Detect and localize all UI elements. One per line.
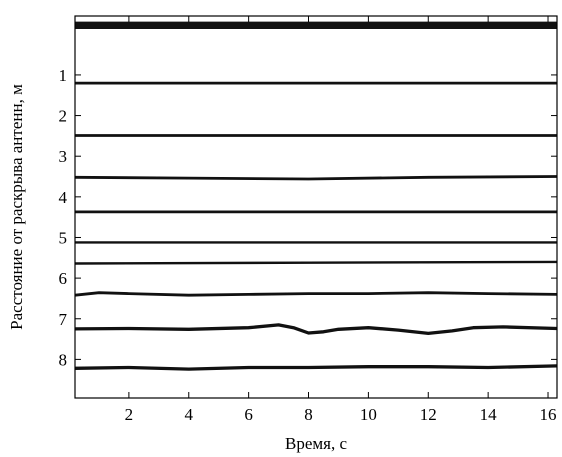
x-tick-label: 16 — [540, 405, 557, 424]
x-tick-label: 6 — [244, 405, 253, 424]
y-axis-label: Расстояние от раскрыва антенн, м — [7, 84, 26, 330]
y-tick-label: 1 — [59, 66, 68, 85]
series-line-9 — [75, 323, 557, 336]
plot-frame — [74, 15, 558, 399]
series-line-8 — [75, 291, 557, 297]
x-tick-label: 8 — [304, 405, 313, 424]
y-tick-label: 3 — [59, 147, 68, 166]
y-tick-label: 7 — [59, 310, 68, 329]
y-tick-label: 2 — [59, 107, 68, 126]
x-tick-label: 12 — [420, 405, 437, 424]
x-axis-label: Время, с — [285, 434, 347, 453]
series-line-7 — [75, 260, 557, 265]
y-tick-label: 6 — [59, 269, 68, 288]
x-tick-label: 4 — [185, 405, 194, 424]
y-tick-label: 5 — [59, 228, 68, 247]
x-tick-label: 2 — [125, 405, 134, 424]
series-line-10 — [75, 364, 557, 371]
x-tick-label: 14 — [480, 405, 498, 424]
y-tick-label: 8 — [59, 350, 68, 369]
x-tick-label: 10 — [360, 405, 377, 424]
series-line-4 — [75, 175, 557, 181]
y-tick-label: 4 — [59, 188, 68, 207]
plot-area — [75, 21, 557, 371]
